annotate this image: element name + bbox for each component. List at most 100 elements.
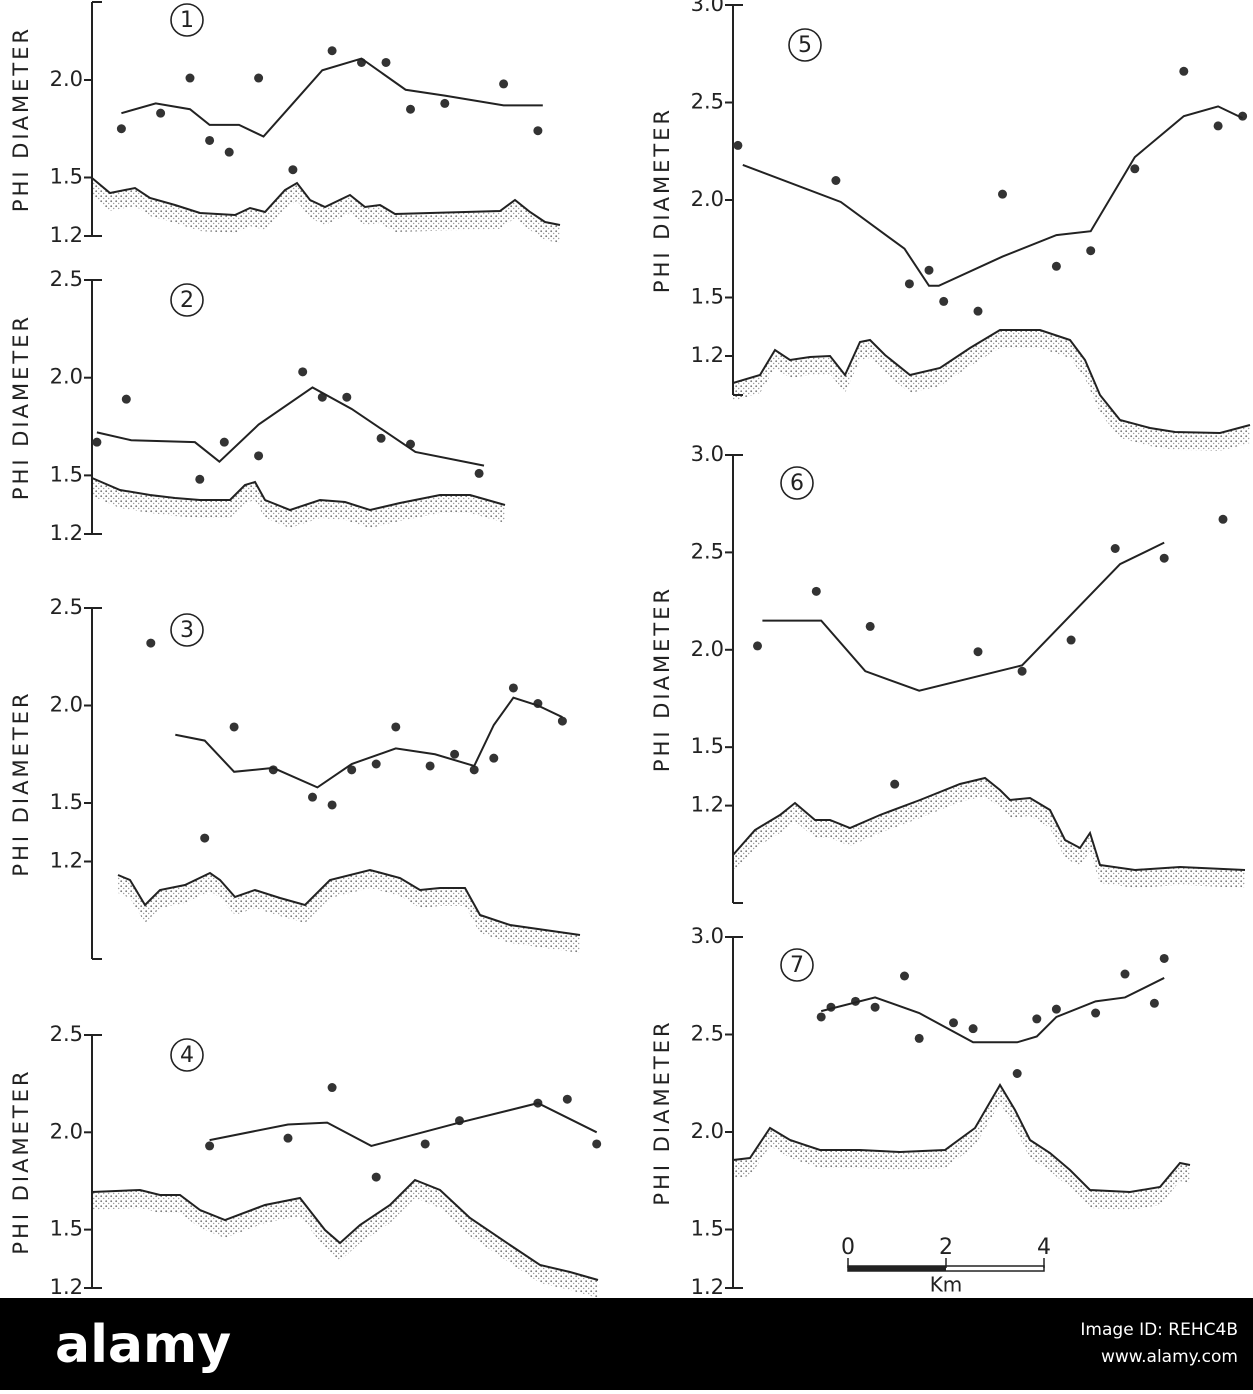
trend-line xyxy=(96,386,485,467)
scale-unit: Km xyxy=(930,1273,963,1297)
y-tick-label: 2.5 xyxy=(691,539,724,563)
sample-point xyxy=(1066,635,1076,645)
trend-line xyxy=(121,57,543,138)
sample-point xyxy=(229,722,239,732)
y-tick-label: 3.0 xyxy=(691,442,724,466)
y-tick-label: 2.0 xyxy=(691,1119,724,1143)
panel-label: 5 xyxy=(798,33,812,58)
terrain-stipple xyxy=(733,778,1245,888)
y-tick-label: 1.2 xyxy=(691,1275,724,1299)
trend-line xyxy=(742,105,1244,287)
y-axis-label: PHI DIAMETER xyxy=(9,26,33,212)
terrain-stipple xyxy=(118,870,580,953)
terrain-stipple xyxy=(733,1085,1190,1210)
terrain-stipple xyxy=(92,478,505,528)
sample-point xyxy=(371,759,381,769)
sample-point xyxy=(146,638,156,648)
y-tick-label: 1.2 xyxy=(50,849,83,873)
sample-point xyxy=(425,761,435,771)
sample-point xyxy=(224,147,234,157)
y-tick-label: 1.2 xyxy=(691,343,724,367)
sample-point xyxy=(156,108,166,118)
sample-point xyxy=(592,1139,602,1149)
sample-point xyxy=(327,800,337,810)
y-tick-label: 1.5 xyxy=(50,462,83,486)
scale-tick-label: 2 xyxy=(939,1235,953,1260)
sample-point xyxy=(949,1018,958,1028)
sample-point xyxy=(870,1002,880,1012)
y-tick-label: 2.5 xyxy=(691,1022,724,1046)
watermark-logo: alamy xyxy=(55,1315,231,1375)
sample-point xyxy=(973,306,983,316)
sample-point xyxy=(288,165,298,175)
sample-point xyxy=(924,265,934,275)
panel-label: 6 xyxy=(790,471,804,496)
sample-point xyxy=(121,394,131,404)
sample-point xyxy=(1159,553,1169,563)
sample-point xyxy=(283,1133,293,1143)
sample-point xyxy=(219,437,229,447)
y-tick-label: 1.5 xyxy=(691,734,724,758)
sample-point xyxy=(420,1139,430,1149)
sample-point xyxy=(489,753,499,763)
y-tick-label: 1.5 xyxy=(50,790,83,814)
y-tick-label: 1.2 xyxy=(50,521,83,545)
sample-point xyxy=(1120,969,1130,979)
sample-point xyxy=(308,792,317,802)
panel-label: 2 xyxy=(180,288,194,313)
sample-point xyxy=(116,124,126,134)
terrain-profile xyxy=(732,776,1246,872)
sample-point xyxy=(1110,543,1120,553)
sample-point xyxy=(347,765,357,775)
scale-tick-label: 0 xyxy=(841,1235,855,1260)
sample-point xyxy=(508,683,518,693)
panel-circle xyxy=(170,3,204,37)
sample-point xyxy=(562,1094,572,1104)
sample-point xyxy=(557,716,567,726)
panel-label: 1 xyxy=(180,8,194,33)
terrain-profile xyxy=(91,477,506,512)
sample-point xyxy=(904,279,914,289)
panel-circle xyxy=(780,948,814,982)
trend-line xyxy=(209,1102,598,1147)
sample-point xyxy=(327,1083,337,1093)
panel-circle xyxy=(788,28,822,62)
sample-point xyxy=(1149,998,1159,1008)
y-axis-label: PHI DIAMETER xyxy=(650,1019,674,1205)
sample-point xyxy=(474,468,484,478)
y-tick-label: 1.2 xyxy=(50,223,83,247)
sample-point xyxy=(1017,666,1027,676)
y-tick-label: 3.0 xyxy=(691,924,724,948)
sample-point xyxy=(499,79,509,89)
y-tick-label: 2.0 xyxy=(50,365,83,389)
y-tick-label: 2.0 xyxy=(50,1119,83,1143)
panel-label: 4 xyxy=(180,1043,194,1068)
sample-point xyxy=(254,73,264,83)
terrain-profile xyxy=(91,1178,599,1281)
trend-line xyxy=(175,696,563,789)
sample-point xyxy=(205,1141,215,1151)
sample-point xyxy=(533,126,543,136)
watermark-bar xyxy=(0,1298,1253,1390)
sample-point xyxy=(391,722,401,732)
y-axis-label: PHI DIAMETER xyxy=(9,690,33,876)
sample-point xyxy=(914,1033,924,1043)
sample-point xyxy=(1213,121,1223,131)
sample-point xyxy=(973,647,983,657)
sample-point xyxy=(200,833,210,843)
sample-point xyxy=(1091,1008,1101,1018)
y-tick-label: 2.5 xyxy=(50,595,83,619)
sample-point xyxy=(376,433,386,443)
sample-point xyxy=(185,73,195,83)
terrain-profile xyxy=(732,329,1251,435)
sample-point xyxy=(733,140,743,150)
watermark-url: www.alamy.com xyxy=(1101,1347,1238,1367)
sample-point xyxy=(811,586,821,596)
terrain-profile xyxy=(117,868,581,936)
y-tick-label: 2.0 xyxy=(50,67,83,91)
sample-point xyxy=(254,451,264,461)
sample-point xyxy=(1218,514,1228,524)
sample-point xyxy=(205,135,215,145)
sample-point xyxy=(342,392,352,402)
panel-circle xyxy=(170,1038,204,1072)
